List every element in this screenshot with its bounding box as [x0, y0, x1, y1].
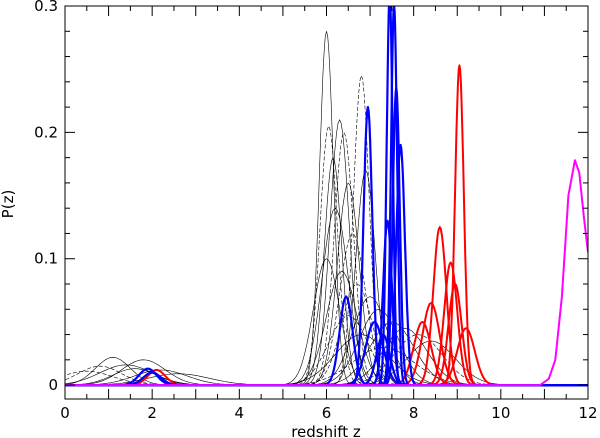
- pdf-curve-black: [65, 125, 588, 386]
- pdf-curve-blue: [65, 106, 588, 387]
- y-tick-labels: 0 0.1 0.2 0.3: [34, 0, 58, 394]
- x-tick-label: 0: [60, 404, 70, 422]
- y-tick-label: 0.3: [34, 0, 58, 15]
- pdf-curve-red: [65, 320, 588, 387]
- pdf-curve-black: [65, 157, 588, 386]
- x-tick-label: 6: [322, 404, 332, 422]
- pdf-curve-black: [65, 119, 588, 386]
- y-tick-label: 0.1: [34, 250, 58, 268]
- pdf-curve-blue: [65, 143, 588, 387]
- pdf-curve-black: [65, 233, 588, 386]
- x-tick-label: 12: [578, 404, 597, 422]
- pdf-curve-black: [65, 271, 588, 386]
- pdf-curve-blue: [65, 6, 588, 387]
- pdf-curve-red: [65, 226, 588, 387]
- pdf-curve-black: [65, 315, 588, 386]
- pdf-curve-black: [65, 31, 588, 386]
- y-tick-label: 0.2: [34, 123, 58, 141]
- x-axis-label: redshift z: [291, 423, 361, 438]
- plot-frame: [64, 5, 589, 400]
- pdf-curve-black: [65, 364, 588, 386]
- x-tick-label: 2: [147, 404, 157, 422]
- x-tick-labels: 0 2 4 6 8 10 12: [60, 404, 597, 422]
- y-axis-label: P(z): [0, 190, 17, 219]
- x-tick-label: 10: [491, 404, 510, 422]
- pdf-curve-magenta: [65, 159, 588, 387]
- pdf-curve-blue: [65, 320, 588, 387]
- curves-group: [65, 6, 588, 387]
- pdf-curve-blue: [65, 6, 588, 387]
- y-tick-label: 0: [48, 376, 58, 394]
- tick-marks: [64, 5, 589, 399]
- x-tick-label: 8: [409, 404, 419, 422]
- pdf-curve-black: [65, 321, 588, 386]
- x-tick-label: 4: [235, 404, 245, 422]
